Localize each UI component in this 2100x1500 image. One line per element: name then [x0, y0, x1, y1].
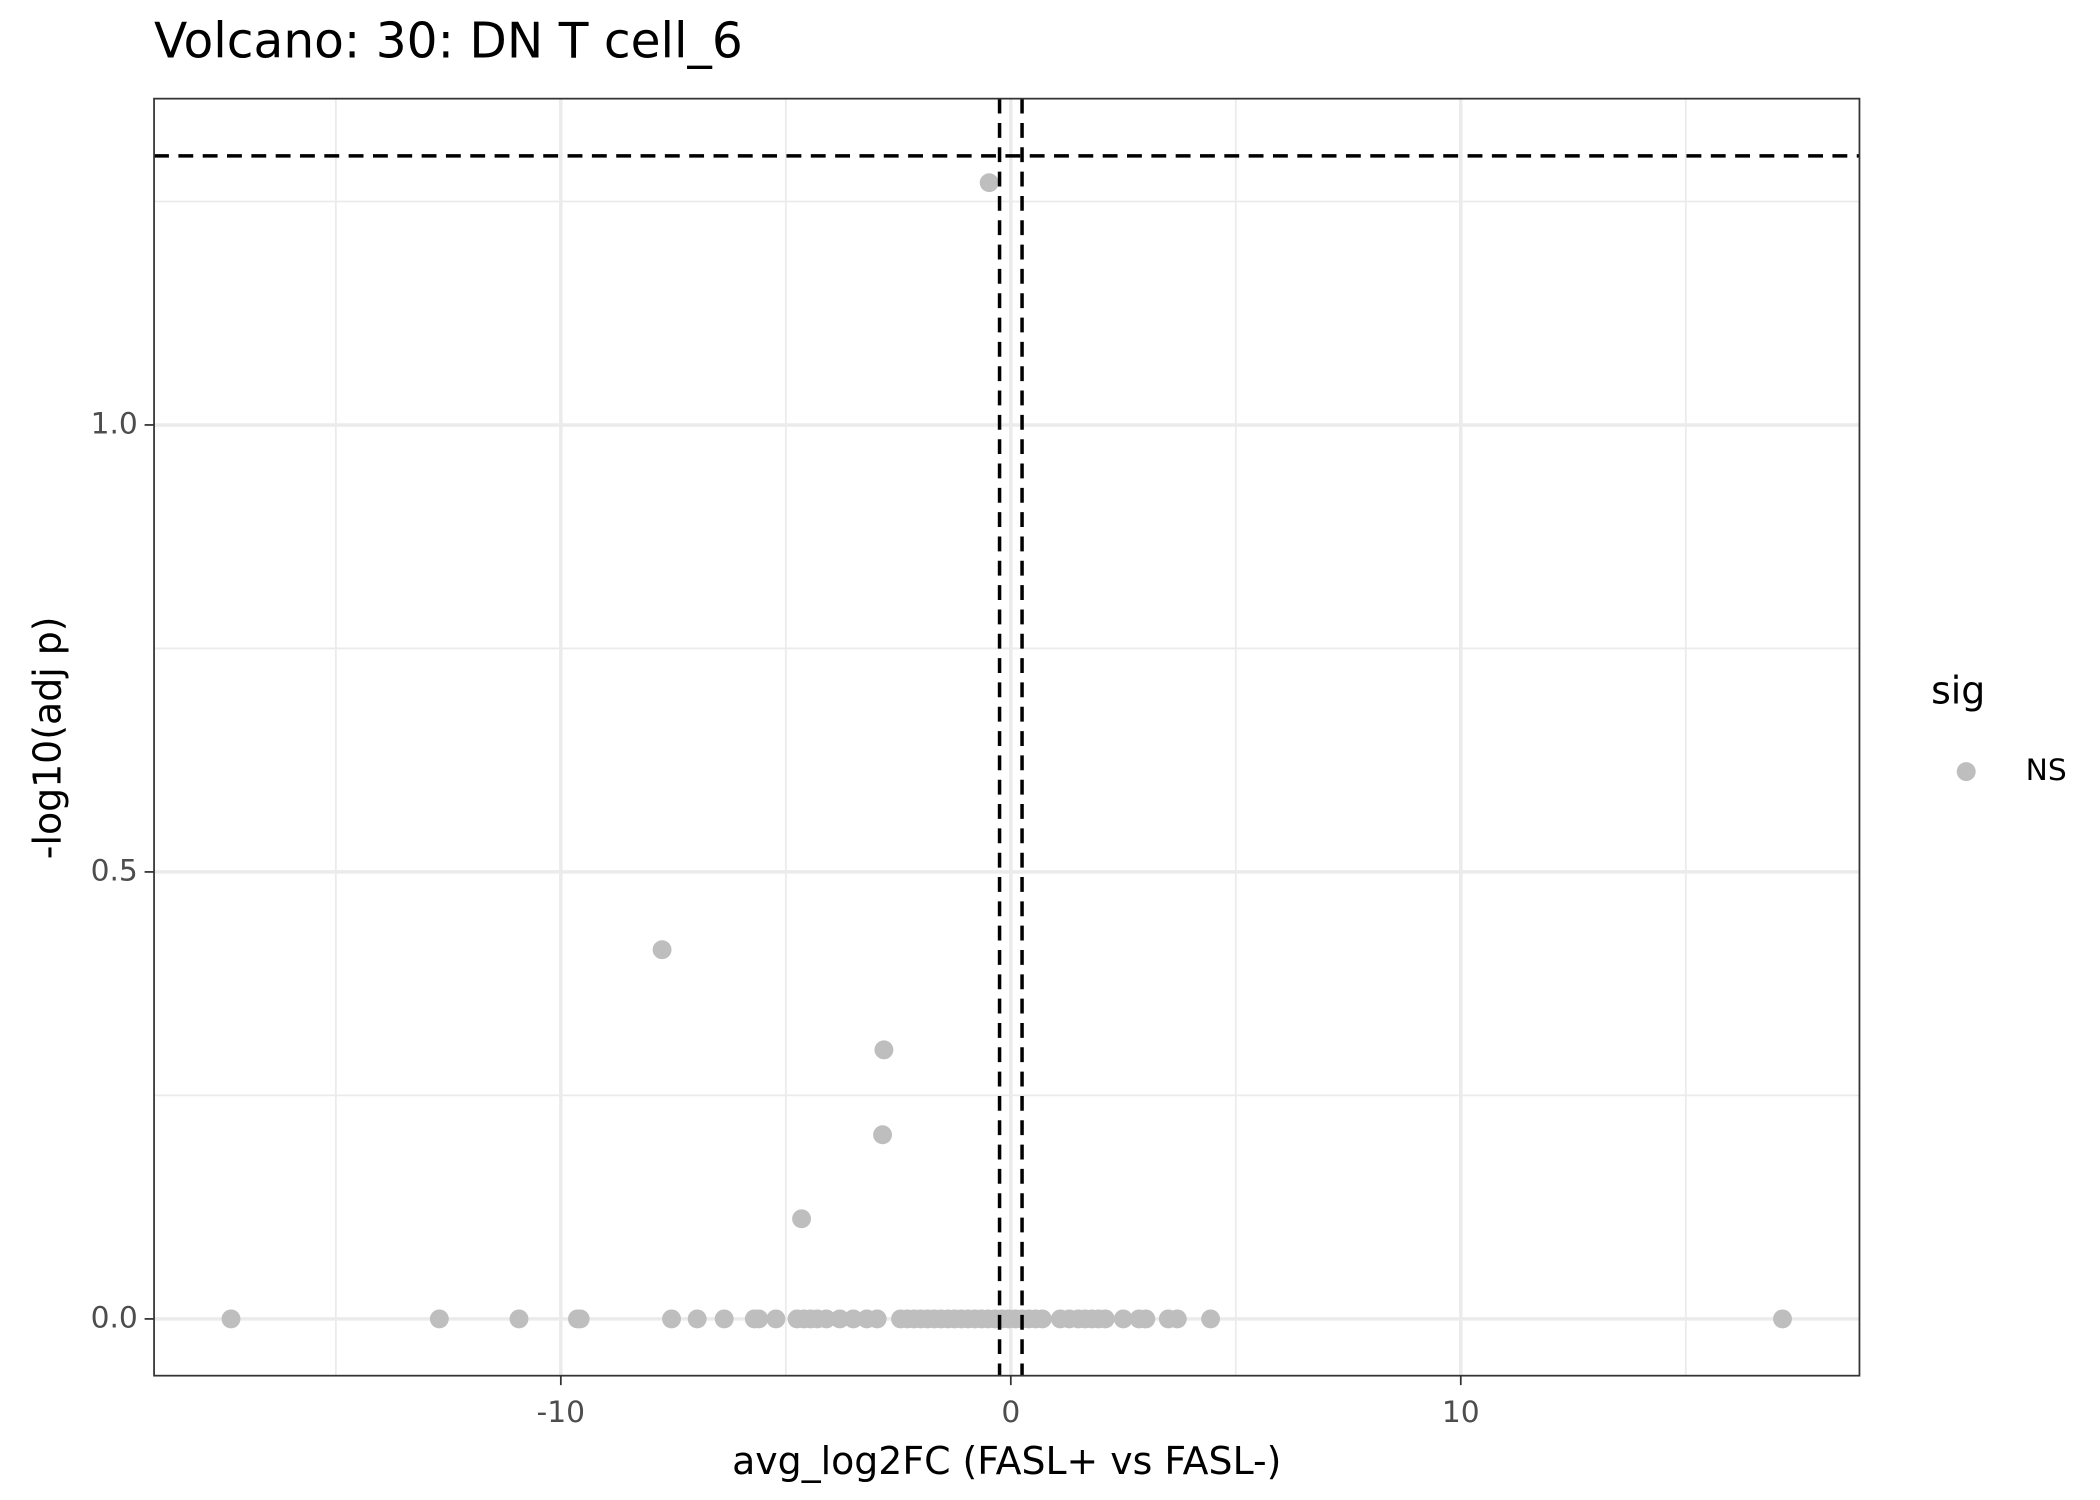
- point: [221, 1309, 241, 1329]
- point: [687, 1309, 707, 1329]
- y-tick-label: 1.0: [91, 406, 138, 441]
- y-tick-label: 0.0: [91, 1300, 138, 1335]
- point: [867, 1309, 887, 1329]
- x-axis-label: avg_log2FC (FASL+ vs FASL-): [732, 1439, 1281, 1483]
- y-axis-label: -log10(adj p): [25, 616, 69, 859]
- point: [1167, 1309, 1187, 1329]
- point: [1113, 1309, 1133, 1329]
- point: [429, 1309, 449, 1329]
- point: [1136, 1309, 1156, 1329]
- point: [1773, 1309, 1792, 1329]
- legend-marker: [1956, 762, 1976, 782]
- point: [843, 1309, 863, 1329]
- point: [830, 1309, 850, 1329]
- point: [662, 1309, 681, 1329]
- x-tick-label: -10: [537, 1395, 586, 1430]
- y-tick-label: 0.5: [91, 853, 138, 888]
- point: [749, 1309, 769, 1329]
- x-tick-label: 0: [1001, 1395, 1020, 1430]
- chart-title: Volcano: 30: DN T cell_6: [154, 14, 743, 70]
- point: [766, 1309, 786, 1329]
- point: [1032, 1309, 1052, 1329]
- legend-title: sig: [1931, 669, 1985, 713]
- point: [979, 173, 999, 193]
- plot-border: [153, 97, 1861, 1377]
- point: [652, 940, 672, 960]
- point: [816, 1309, 836, 1329]
- point: [570, 1309, 590, 1329]
- point: [874, 1040, 894, 1060]
- point: [792, 1209, 812, 1229]
- point: [509, 1309, 529, 1329]
- x-tick-label: 10: [1442, 1395, 1480, 1430]
- point: [873, 1125, 893, 1145]
- point: [1201, 1309, 1221, 1329]
- legend-label: NS: [2026, 753, 2067, 788]
- point: [714, 1309, 734, 1329]
- point: [1095, 1309, 1115, 1329]
